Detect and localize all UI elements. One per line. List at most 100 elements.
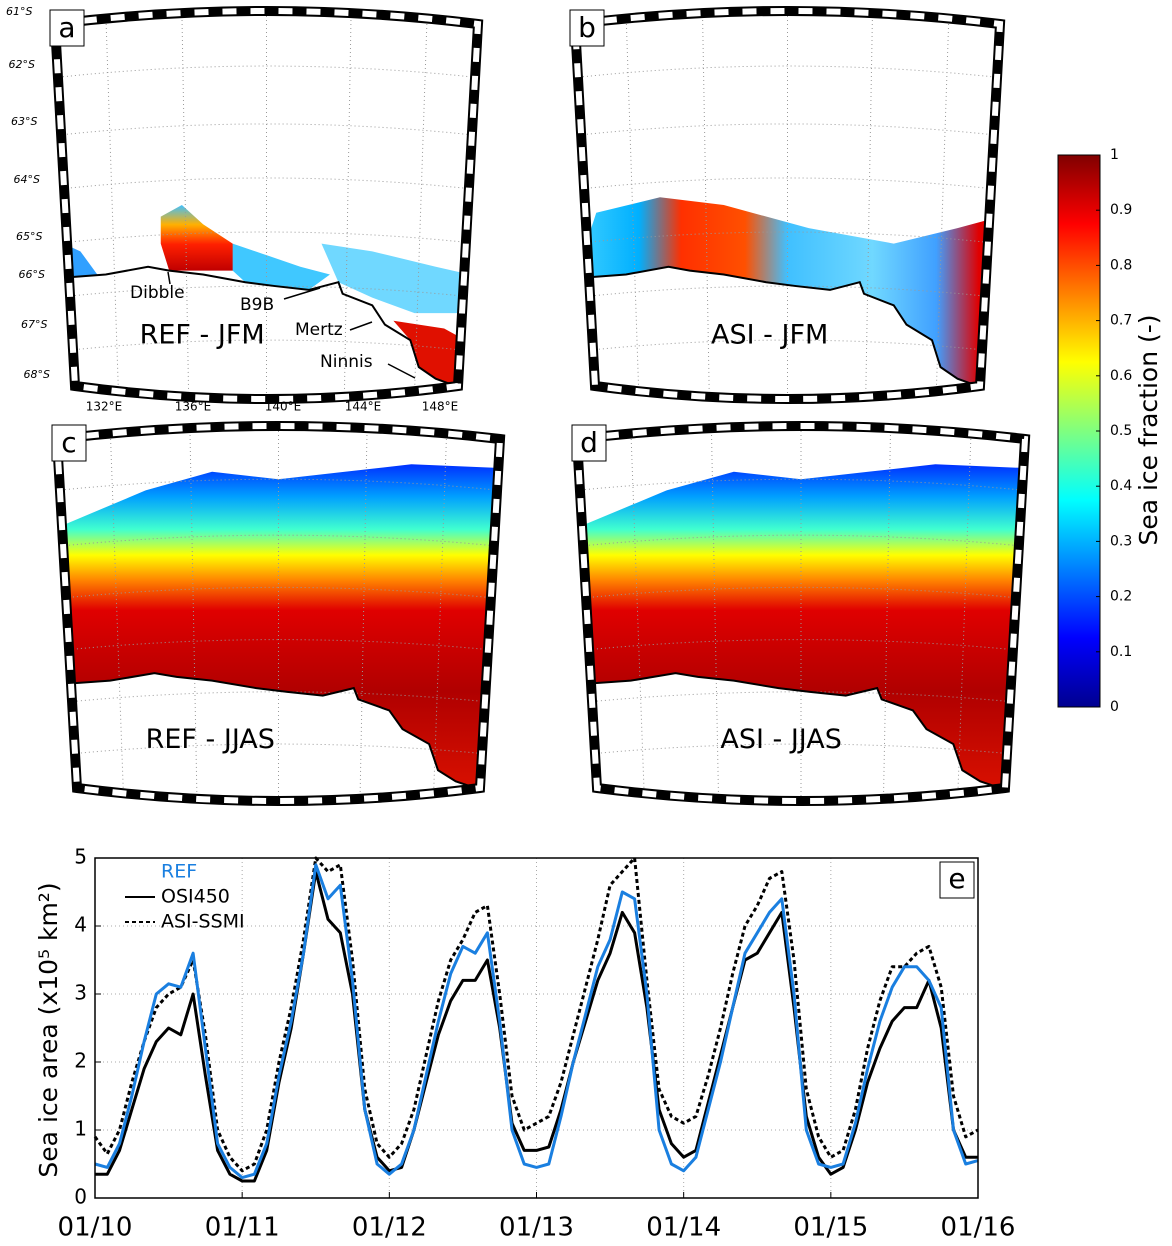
latitude-label: 66°S bbox=[19, 268, 45, 281]
map-meridian bbox=[105, 11, 120, 399]
map-meridian bbox=[181, 11, 190, 399]
latitude-label: 65°S bbox=[16, 230, 42, 243]
map-parallel bbox=[577, 478, 1025, 491]
map-parallel bbox=[577, 743, 1025, 756]
map-parallel bbox=[575, 231, 1000, 245]
y-tick-label: 4 bbox=[74, 913, 87, 937]
data-line bbox=[94, 863, 979, 1180]
colorbar-tick-label: 0.2 bbox=[1110, 589, 1132, 605]
map-parallel bbox=[57, 691, 500, 704]
longitude-label: 144°E bbox=[345, 400, 382, 414]
map-parallel bbox=[577, 534, 1025, 547]
ice-field bbox=[321, 243, 470, 314]
colorbar-tick-label: 0.7 bbox=[1110, 313, 1132, 329]
legend-label: ASI-SSMI bbox=[161, 911, 245, 933]
map-frame-dash bbox=[53, 423, 504, 804]
colorbar-tick-label: 0.8 bbox=[1110, 257, 1132, 273]
ice-field bbox=[393, 320, 466, 387]
colorbar-tick-label: 0.6 bbox=[1110, 368, 1132, 384]
x-tick-label: 01/16 bbox=[941, 1213, 1016, 1243]
data-line bbox=[95, 870, 978, 1183]
legend-label: REF bbox=[161, 861, 197, 883]
place-pointer bbox=[349, 321, 373, 331]
map-parallel bbox=[575, 65, 1000, 79]
ice-field bbox=[160, 205, 246, 271]
latitude-label: 64°S bbox=[14, 173, 40, 186]
ice-field bbox=[57, 464, 500, 789]
map-parallel bbox=[575, 123, 1000, 137]
map-parallel bbox=[57, 743, 500, 756]
map-parallel bbox=[57, 586, 500, 600]
panel-label: d bbox=[580, 426, 598, 459]
data-line bbox=[93, 856, 979, 1173]
place-name: B9B bbox=[240, 295, 274, 315]
place-pointer bbox=[387, 363, 416, 379]
map-parallel bbox=[577, 691, 1025, 704]
map-parallel bbox=[57, 478, 500, 491]
place-pointer bbox=[283, 287, 321, 300]
place-name: Mertz bbox=[295, 320, 343, 340]
panel-label: c bbox=[61, 426, 76, 459]
ice-field bbox=[575, 197, 1000, 387]
colorbar-label: Sea ice fraction (-) bbox=[1134, 314, 1163, 545]
colorbar-tick-label: 0 bbox=[1110, 699, 1119, 715]
colorbar-tick-label: 0.4 bbox=[1110, 478, 1132, 494]
x-tick-label: 01/12 bbox=[352, 1213, 427, 1243]
colorbar bbox=[1057, 154, 1101, 708]
y-tick-label: 1 bbox=[74, 1117, 87, 1141]
latitude-label: 68°S bbox=[24, 368, 50, 381]
map-parallel bbox=[575, 285, 1000, 299]
x-tick-label: 01/14 bbox=[646, 1213, 721, 1243]
map-meridian bbox=[343, 11, 352, 399]
longitude-label: 132°E bbox=[86, 400, 123, 414]
y-tick-label: 0 bbox=[74, 1185, 87, 1209]
map-meridian bbox=[702, 11, 710, 399]
map-label: ASI - JJAS bbox=[720, 724, 842, 755]
coastline bbox=[577, 672, 1003, 790]
coastline bbox=[55, 265, 458, 388]
map-frame-dash bbox=[573, 423, 1029, 804]
map-label: REF - JJAS bbox=[146, 724, 275, 755]
panel-label-box bbox=[569, 9, 605, 47]
panel-label: b bbox=[578, 11, 596, 44]
legend-label: OSI450 bbox=[161, 886, 230, 908]
longitude-label: 136°E bbox=[175, 400, 212, 414]
map-meridian bbox=[865, 11, 873, 399]
panel-label: e bbox=[948, 862, 965, 895]
latitude-label: 62°S bbox=[9, 58, 35, 71]
map-parallel bbox=[575, 177, 1000, 191]
map-meridian bbox=[625, 11, 640, 399]
panel-label-box bbox=[571, 424, 607, 462]
x-tick-label: 01/15 bbox=[793, 1213, 868, 1243]
coastline bbox=[57, 672, 479, 790]
place-pointer bbox=[167, 271, 171, 285]
longitude-label: 140°E bbox=[265, 400, 302, 414]
x-tick-label: 01/10 bbox=[58, 1213, 133, 1243]
panel-label-box bbox=[51, 424, 87, 462]
ice-field bbox=[232, 243, 330, 290]
map-parallel bbox=[577, 586, 1025, 600]
panel-label-box bbox=[49, 9, 85, 47]
y-tick-label: 2 bbox=[74, 1049, 87, 1073]
colorbar-tick-label: 1 bbox=[1110, 147, 1119, 163]
colorbar-tick-label: 0.9 bbox=[1110, 202, 1132, 218]
map-frame-base bbox=[569, 6, 1006, 404]
map-label: REF - JFM bbox=[140, 320, 265, 351]
latitude-label: 63°S bbox=[11, 115, 37, 128]
map-label: ASI - JFM bbox=[711, 320, 828, 351]
panel-label-box bbox=[939, 861, 975, 899]
longitude-label: 148°E bbox=[422, 400, 459, 414]
colorbar-tick-label: 0.5 bbox=[1110, 423, 1132, 439]
x-tick-label: 01/11 bbox=[205, 1213, 280, 1243]
map-meridian bbox=[935, 11, 950, 399]
map-parallel bbox=[577, 639, 1025, 652]
map-meridian bbox=[413, 11, 428, 399]
plot-frame bbox=[94, 857, 979, 1199]
map-frame-base bbox=[49, 6, 484, 404]
x-tick-label: 01/13 bbox=[499, 1213, 574, 1243]
map-parallel bbox=[57, 534, 500, 547]
map-panel bbox=[577, 426, 1025, 801]
place-name: Dibble bbox=[130, 283, 185, 303]
place-name: Ninnis bbox=[320, 352, 373, 372]
map-panel bbox=[55, 11, 478, 399]
